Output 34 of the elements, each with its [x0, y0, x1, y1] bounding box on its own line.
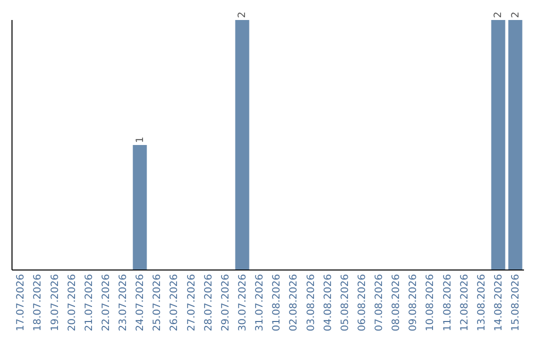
data-label: 2	[510, 12, 522, 18]
x-tick-label: 25.07.2026	[152, 274, 164, 332]
x-tick-label: 01.08.2026	[272, 274, 283, 332]
x-tick-label: 30.07.2026	[238, 274, 248, 332]
x-tick-label: 11.08.2026	[442, 274, 454, 332]
x-tick-label: 09.08.2026	[408, 274, 420, 332]
x-tick-label: 06.08.2026	[356, 274, 368, 332]
x-tick-label: 15.08.2026	[510, 274, 522, 332]
x-tick-label: 04.08.2026	[322, 274, 334, 332]
data-label: 2	[237, 12, 248, 18]
x-tick-label: 18.07.2026	[32, 274, 44, 332]
x-tick-label: 17.07.2026	[16, 274, 27, 332]
x-tick-label: 27.07.2026	[186, 274, 198, 332]
x-tick-label: 20.07.2026	[66, 274, 78, 332]
data-label: 2	[493, 12, 504, 18]
x-tick-label: 29.07.2026	[220, 274, 232, 332]
x-tick-label: 21.07.2026	[84, 274, 95, 332]
x-tick-label: 14.08.2026	[494, 274, 504, 332]
x-tick-label: 28.07.2026	[203, 274, 214, 332]
x-tick-label: 02.08.2026	[288, 274, 300, 332]
x-tick-label: 13.08.2026	[476, 274, 488, 332]
x-tick-label: 31.07.2026	[254, 274, 266, 332]
x-tick-label: 24.07.2026	[135, 274, 146, 332]
x-tick-label: 08.08.2026	[391, 274, 402, 332]
x-tick-label: 19.07.2026	[50, 274, 61, 332]
x-tick-label: 12.08.2026	[459, 274, 470, 332]
x-tick-label: 23.07.2026	[118, 274, 130, 332]
data-label: 1	[134, 136, 146, 143]
x-tick-label: 05.08.2026	[340, 274, 351, 332]
x-tick-label: 22.07.2026	[100, 274, 112, 332]
x-tick-label: 07.08.2026	[374, 274, 386, 332]
x-tick-label: 10.08.2026	[425, 274, 436, 332]
x-tick-label: 03.08.2026	[306, 274, 317, 332]
x-tick-label: 26.07.2026	[169, 274, 180, 332]
